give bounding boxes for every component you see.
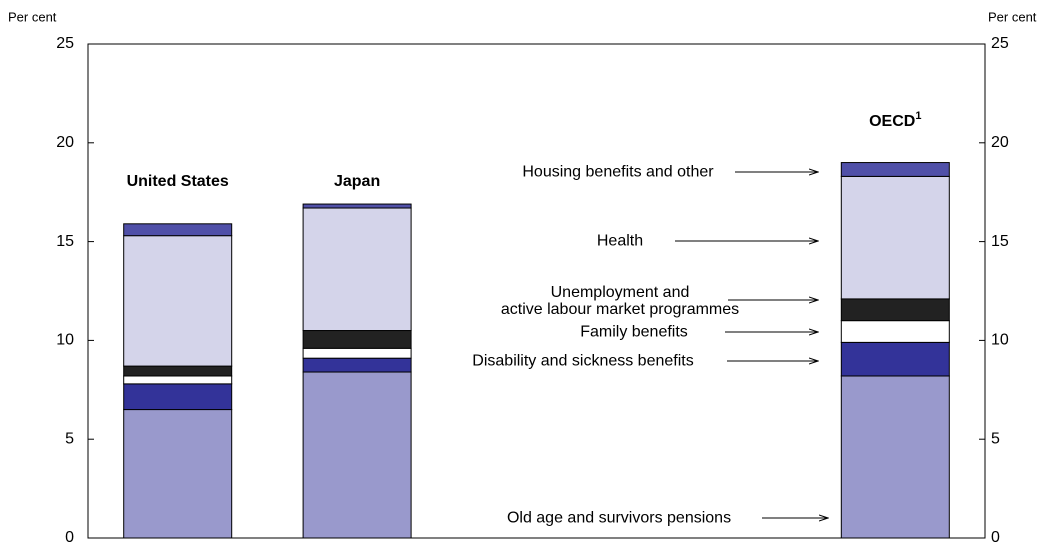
y-tick-label: 0 [65,529,74,542]
category-name: United States [127,173,229,190]
bar-segment [302,330,412,349]
plot-frame [87,43,986,539]
y-axis-label: Per cent [8,9,57,24]
bar-segment [840,320,950,343]
bar-segment [302,347,412,359]
category-name: Japan [334,173,380,190]
y2-tick-label: 0 [991,529,1000,542]
y2-tick-label: 25 [991,35,1009,52]
bar-segment [123,383,233,411]
bar-segment [840,175,950,300]
bar-segment [840,298,950,322]
y-tick-label: 10 [56,332,74,349]
bar-segment [123,375,233,385]
legend-entry: Unemployment and active labour market pr… [500,284,740,318]
bar-segment [840,162,950,177]
bar-segment [123,365,233,377]
bar-segment [840,341,950,377]
y2-axis-label: Per cent [988,9,1037,24]
bar-segment [123,409,233,539]
bar-segment [123,223,233,237]
category-label: Japan [334,173,380,190]
y2-tick-label: 15 [991,233,1009,250]
bar-segment [302,357,412,373]
bar-segment [302,203,412,209]
y-tick-label: 15 [56,233,74,250]
legend-entry: Housing benefits and other [522,163,714,181]
category-label: United States [127,173,229,190]
bar-segment [123,235,233,367]
category-label: OECD1 [869,110,921,130]
legend-entry: Disability and sickness benefits [472,352,694,370]
y-tick-label: 20 [56,134,74,151]
bar-segment [302,371,412,539]
category-name: OECD [869,113,915,130]
bar-segment [302,207,412,332]
y2-tick-label: 10 [991,332,1009,349]
y2-tick-label: 20 [991,134,1009,151]
legend-entry: Health [596,232,644,250]
bar-segment [840,375,950,539]
legend-entry: Family benefits [580,323,688,341]
y-tick-label: 5 [65,430,74,447]
footnote-mark: 1 [915,110,921,122]
legend-entry: Old age and survivors pensions [506,509,732,527]
y2-tick-label: 5 [991,430,1000,447]
y-tick-label: 25 [56,35,74,52]
